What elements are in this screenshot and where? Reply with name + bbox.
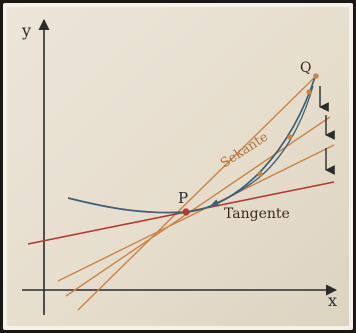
secant-line-3 — [57, 144, 335, 282]
function-curve — [67, 73, 317, 214]
tangent-label: Tangente — [224, 206, 290, 222]
approach-arrow — [210, 85, 314, 207]
y-axis-label: y — [21, 21, 31, 40]
point-p-label: P — [178, 189, 188, 207]
secant-line-1 — [77, 75, 317, 311]
point-p — [182, 208, 190, 216]
x-axis-label: x — [328, 291, 337, 310]
secant-point-3 — [257, 171, 263, 177]
secant-point-1 — [306, 89, 312, 95]
point-q — [313, 73, 319, 79]
secant-point-2 — [287, 134, 293, 140]
point-q-label: Q — [300, 60, 311, 76]
paper-background — [7, 7, 349, 326]
